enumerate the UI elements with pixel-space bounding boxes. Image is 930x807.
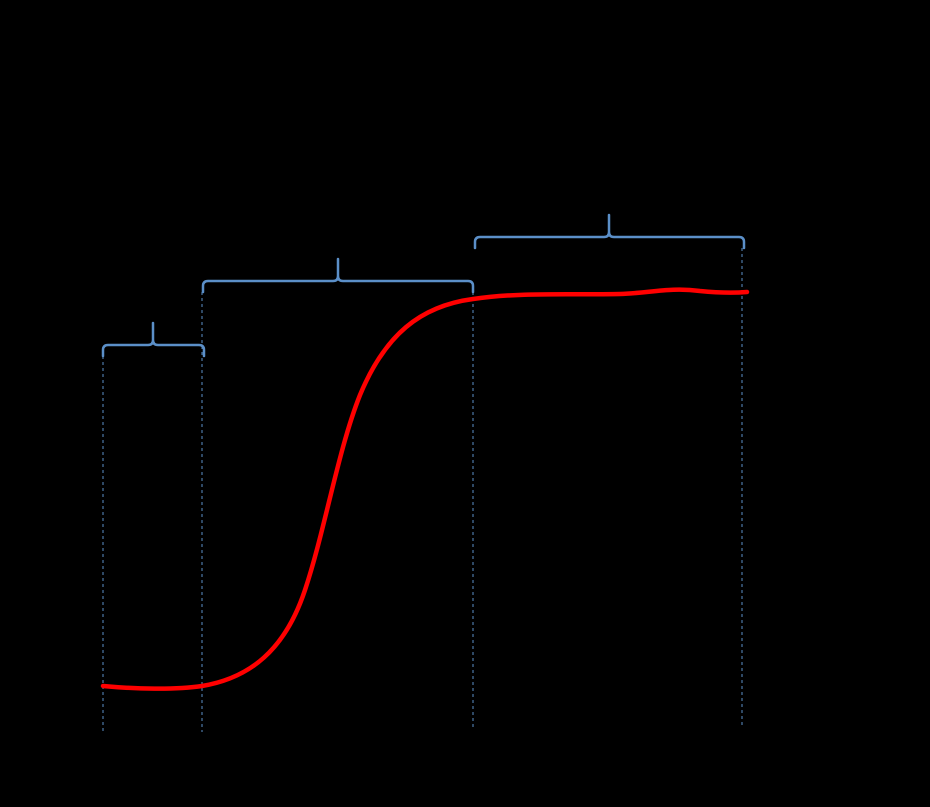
- sigmoid-curve: [100, 287, 750, 691]
- phase-bracket-2: [201, 257, 475, 294]
- phase-bracket-3: [473, 213, 746, 250]
- phase-bracket-1: [101, 321, 206, 358]
